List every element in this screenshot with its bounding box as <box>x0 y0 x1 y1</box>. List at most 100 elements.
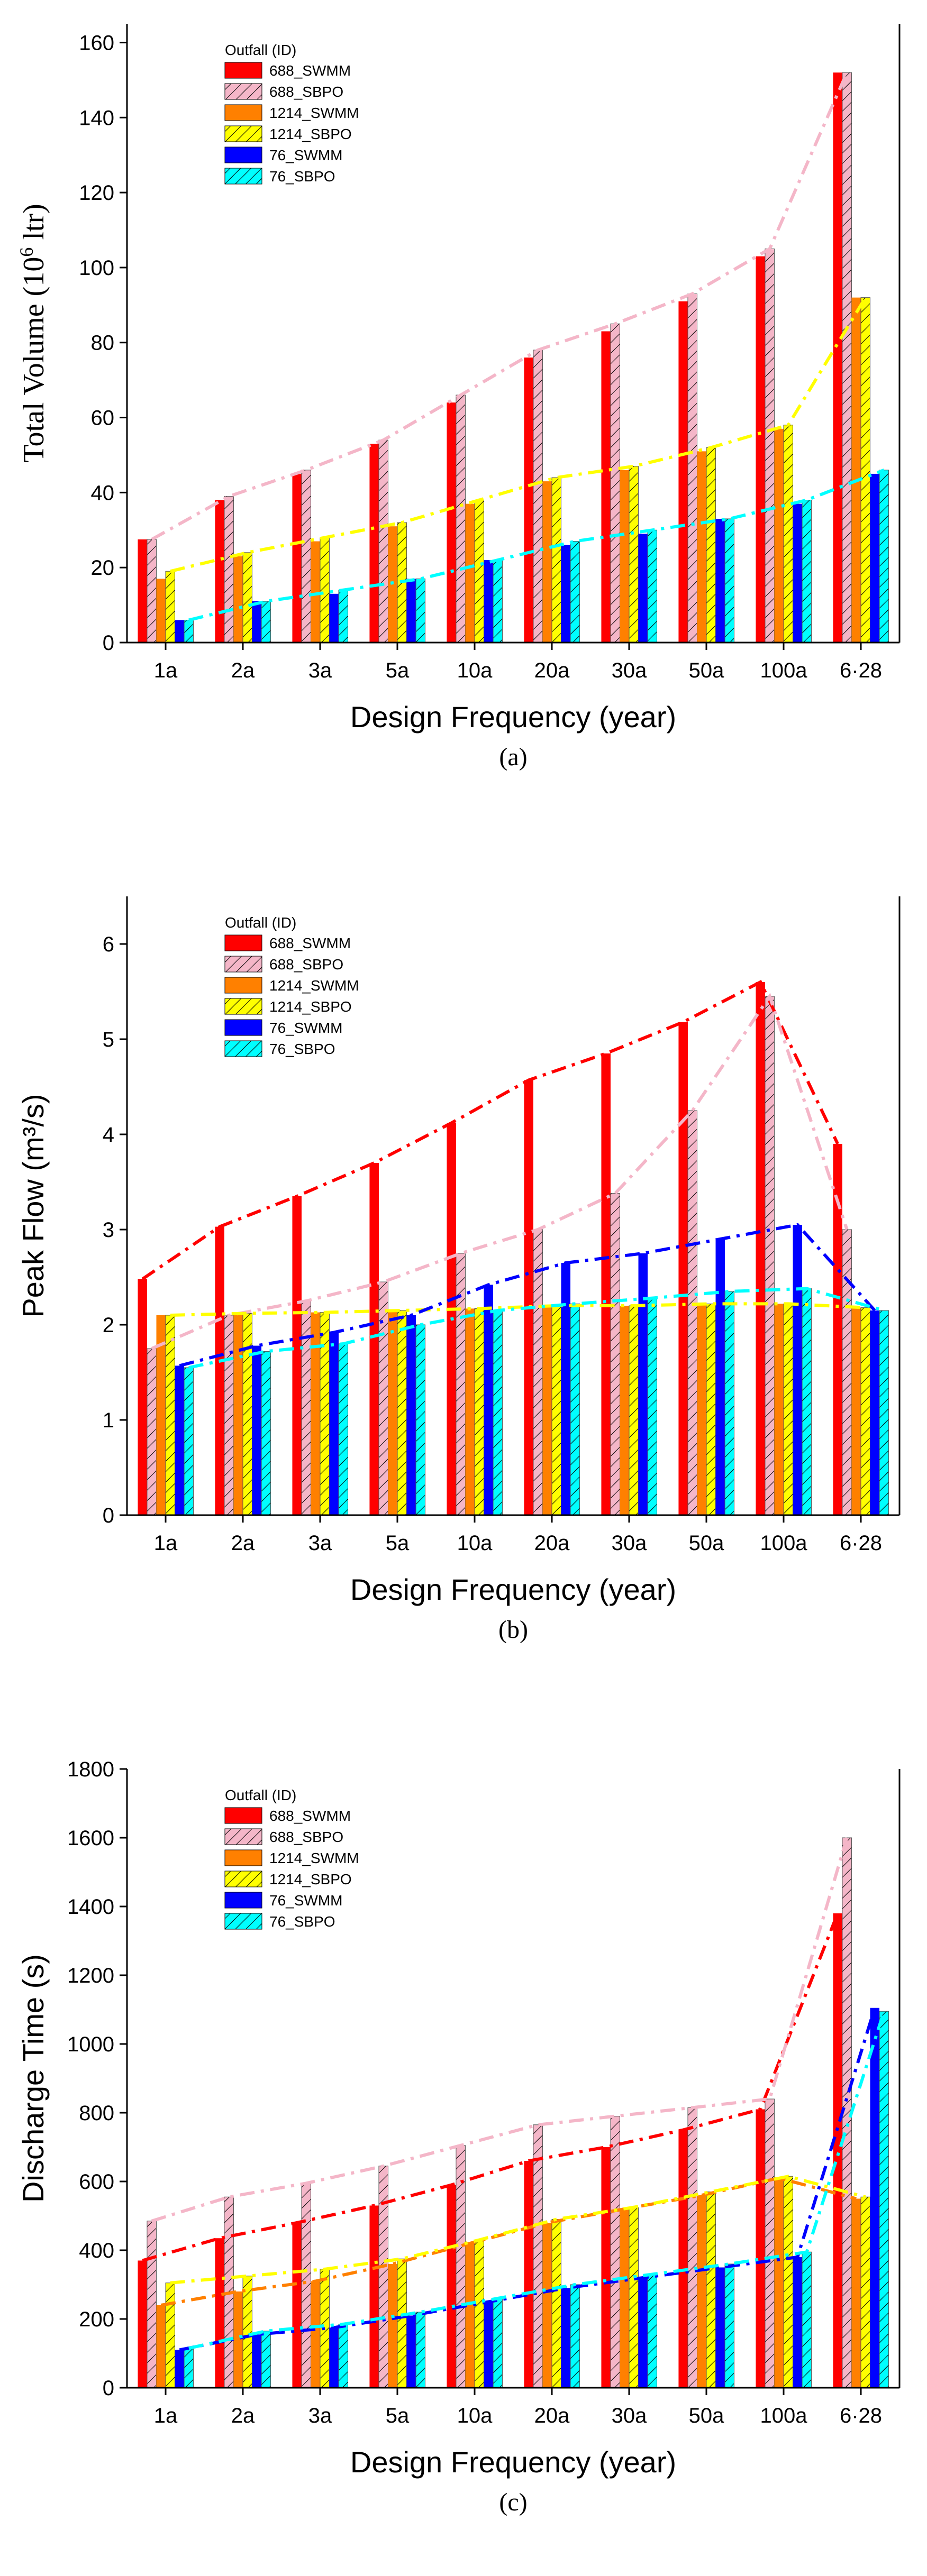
bar-1214_SBPO-5a <box>397 1310 407 1516</box>
bar-1214_SWMM-100a <box>774 428 784 643</box>
trend-line-688_SBPO <box>151 1837 849 2223</box>
bar-1214_SWMM-20a <box>542 481 552 643</box>
legend-label-1214_SBPO: 1214_SBPO <box>269 126 352 142</box>
bar-1214_SBPO-30a <box>629 1305 639 1516</box>
legend-label-1214_SWMM: 1214_SWMM <box>269 105 359 121</box>
bar-688_SWMM-10a <box>447 402 456 643</box>
legend-swatch-688_SBPO <box>224 956 262 973</box>
y-tick-label: 200 <box>79 2308 114 2331</box>
y-tick-label: 2 <box>103 1314 114 1337</box>
y-tick-label: 160 <box>79 31 114 54</box>
bar-1214_SBPO-1a <box>165 571 176 643</box>
bar-76_SBPO-3a <box>338 2324 349 2388</box>
bar-76_SWMM-20a <box>561 1263 571 1515</box>
trend-lines-group <box>141 979 885 1369</box>
y-tick-label: 600 <box>79 2170 114 2194</box>
bars-group <box>138 72 889 643</box>
bar-76_SWMM-3a <box>329 593 339 643</box>
legend-label-1214_SBPO: 1214_SBPO <box>269 1871 352 1887</box>
x-axis-title: Design Frequency (year) <box>350 1573 676 1606</box>
bar-76_SBPO-100a <box>802 2251 812 2388</box>
bar-76_SBPO-30a <box>647 1298 658 1516</box>
y-tick-label: 1 <box>103 1409 114 1432</box>
bar-688_SBPO-5a <box>378 439 388 643</box>
bar-1214_SBPO-50a <box>706 1303 716 1516</box>
legend-swatch-688_SWMM <box>224 934 262 951</box>
x-tick-label-10a: 10a <box>457 1532 493 1555</box>
bar-76_SBPO-30a <box>647 529 658 643</box>
legend-swatch-1214_SBPO <box>224 998 262 1015</box>
bar-1214_SBPO-10a <box>474 2240 485 2388</box>
bar-76_SBPO-10a <box>493 1310 503 1516</box>
y-tick-label: 3 <box>103 1218 114 1242</box>
bar-688_SWMM-5a <box>369 1163 379 1515</box>
trend-line-76_SWMM <box>179 1223 876 1368</box>
bar-688_SWMM-2a <box>215 2238 224 2388</box>
bar-688_SBPO-6·28 <box>842 1229 852 1516</box>
bar-688_SBPO-1a <box>147 2221 157 2388</box>
bar-688_SBPO-50a <box>687 1110 697 1516</box>
bar-76_SBPO-1a <box>184 619 194 643</box>
bar-76_SBPO-20a <box>570 541 580 643</box>
legend: Outfall (ID) 688_SWMM 688_SBPO 1214_SWMM 121… <box>224 1787 359 1930</box>
bar-1214_SWMM-6·28 <box>851 297 861 643</box>
legend-swatch-688_SBPO <box>224 83 262 100</box>
y-tick-label: 0 <box>103 631 114 655</box>
trend-line-76_SBPO <box>188 1287 885 1369</box>
trend-line-1214_SWMM <box>160 2176 857 2307</box>
bar-688_SBPO-1a <box>147 1348 157 1516</box>
y-tick-label: 1600 <box>67 1827 114 1850</box>
y-tick-label: 0 <box>103 1504 114 1527</box>
bar-688_SWMM-20a <box>524 1080 533 1515</box>
bar-76_SWMM-30a <box>638 534 648 643</box>
bar-688_SBPO-5a <box>378 2166 388 2388</box>
bar-76_SWMM-3a <box>329 2327 339 2388</box>
bar-76_SWMM-10a <box>484 560 494 643</box>
bar-688_SBPO-50a <box>687 294 697 643</box>
bar-76_SWMM-3a <box>329 1332 339 1515</box>
x-tick-label-3a: 3a <box>308 2404 332 2427</box>
bar-1214_SBPO-3a <box>320 537 330 643</box>
y-axis-title: Total Volume (106 ltr) <box>16 204 50 463</box>
bar-76_SBPO-2a <box>261 2331 271 2388</box>
x-tick-label-20a: 20a <box>534 2404 570 2427</box>
bar-76_SWMM-100a <box>793 2257 803 2388</box>
chart-panel-b: 0 1 2 3 4 5 6 1a 2a 3a 5a 10a 20a 30a 50a 100a 6·28 Desig… <box>16 896 901 1644</box>
bar-76_SBPO-2a <box>261 601 271 643</box>
bar-688_SBPO-3a <box>301 2183 311 2388</box>
trend-line-688_SBPO <box>151 993 849 1350</box>
legend-swatch-1214_SWMM <box>224 977 262 994</box>
bar-76_SBPO-6·28 <box>879 2011 889 2388</box>
bar-76_SWMM-5a <box>406 2315 416 2388</box>
x-tick-label-3a: 3a <box>308 1532 332 1555</box>
bar-1214_SBPO-1a <box>165 1315 176 1516</box>
x-tick-label-20a: 20a <box>534 659 570 682</box>
bar-688_SWMM-6·28 <box>833 1144 842 1515</box>
trend-line-76_SBPO <box>188 2011 886 2350</box>
y-tick-label: 120 <box>79 181 114 205</box>
y-tick-label: 800 <box>79 2102 114 2125</box>
bar-76_SWMM-30a <box>638 2278 648 2388</box>
bar-76_SWMM-2a <box>252 601 262 643</box>
x-tick-label-30a: 30a <box>612 2404 647 2427</box>
legend-swatch-76_SWMM <box>224 146 262 163</box>
bar-76_SBPO-20a <box>570 2284 580 2388</box>
bar-76_SWMM-6·28 <box>870 473 880 643</box>
bar-76_SWMM-2a <box>252 1345 262 1515</box>
bar-76_SWMM-1a <box>175 1365 185 1515</box>
trend-line-688_SWMM <box>142 1912 839 2262</box>
bar-1214_SBPO-20a <box>551 1305 562 1516</box>
trend-line-1214_SBPO <box>170 1302 866 1317</box>
x-tick-label-1a: 1a <box>154 1532 178 1555</box>
bar-688_SWMM-5a <box>369 2205 379 2388</box>
chart-panel-c: 0 200 400 600 800 1000 1200 1400 1600 1800 1a 2a 3a 5… <box>16 1758 901 2516</box>
x-axis-title: Design Frequency (year) <box>350 700 676 734</box>
bars-group <box>138 982 889 1516</box>
bar-688_SBPO-100a <box>765 248 775 643</box>
bar-1214_SWMM-1a <box>156 2305 166 2388</box>
x-tick-label-30a: 30a <box>612 1532 647 1555</box>
legend-label-76_SWMM: 76_SWMM <box>269 1892 342 1909</box>
bar-1214_SWMM-2a <box>233 1313 243 1515</box>
x-tick-label-6·28: 6·28 <box>840 2404 882 2427</box>
bar-688_SWMM-6·28 <box>833 1913 842 2388</box>
